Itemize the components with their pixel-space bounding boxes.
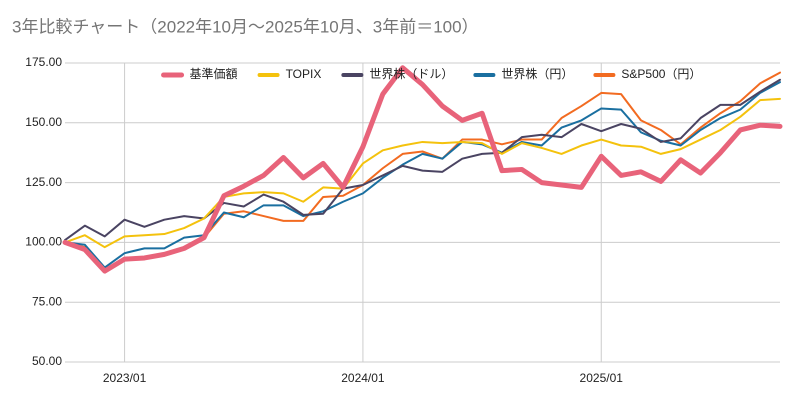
y-tick-label: 50.00 [32,354,62,368]
series-line [64,78,781,242]
series-line [64,97,781,249]
legend-item: 世界株（円） [473,66,573,81]
legend-item: S&P500（円） [593,67,701,81]
legend-label: TOPIX [286,67,322,81]
legend-label: S&P500（円） [621,67,701,81]
grid: 50.00 75.00 100.00 125.00 150.00 175.00 2023/0… [25,55,780,385]
plot [62,65,783,274]
legend-label: 世界株（ドル） [369,66,453,81]
x-tick-label: 2024/01 [341,371,385,385]
y-tick-label: 150.00 [25,115,62,129]
series-line [62,65,783,274]
series-line [64,81,781,269]
y-tick-label: 75.00 [32,294,62,308]
y-tick-label: 125.00 [25,175,62,189]
legend-label: 基準価額 [190,66,238,81]
legend-item: 基準価額 [161,66,238,81]
legend-label: 世界株（円） [501,66,573,81]
legend-item: 世界株（ドル） [341,66,453,81]
y-tick-label: 175.00 [25,55,62,69]
x-tick-label: 2025/01 [580,371,624,385]
y-tick-label: 100.00 [25,235,62,249]
x-tick-label: 2023/01 [103,371,147,385]
chart-title: 3年比較チャート（2022年10月〜2025年10月、3年前＝100） [12,17,479,36]
legend: 基準価額 TOPIX 世界株（ドル） 世界株（円） S&P500（円） [161,66,701,81]
legend-item: TOPIX [257,67,322,81]
